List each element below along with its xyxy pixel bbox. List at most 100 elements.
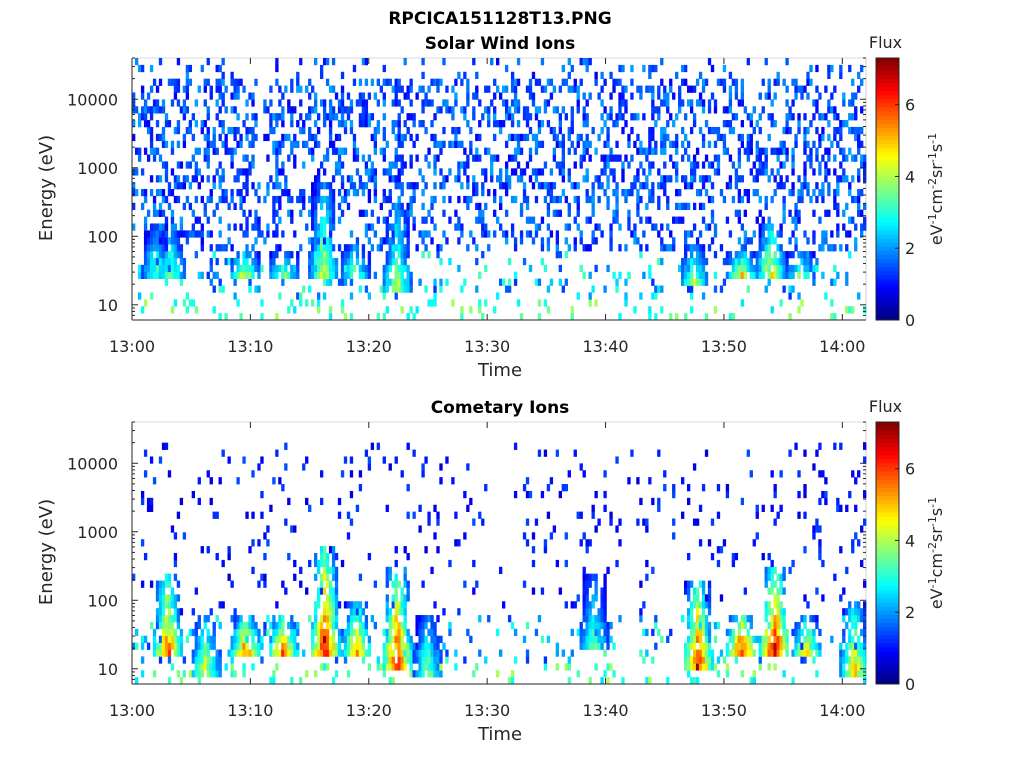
spectrogram-cell: [161, 587, 166, 595]
spectrogram-cell: [212, 621, 216, 630]
spectrogram-cell: [624, 85, 628, 93]
spectrogram-cell: [773, 147, 777, 155]
x-tick-label: 14:00: [819, 337, 865, 356]
spectrogram-cell: [549, 168, 554, 176]
spectrogram-cell: [818, 161, 822, 169]
spectrogram-cell: [857, 615, 861, 623]
spectrogram-cell: [481, 251, 485, 259]
spectrogram-cell: [290, 271, 294, 279]
spectrogram-cell: [770, 306, 774, 314]
spectrogram-cell: [409, 670, 413, 678]
spectrogram-cell: [275, 168, 279, 176]
spectrogram-cell: [212, 271, 216, 279]
spectrogram-cell: [857, 147, 861, 155]
spectrogram-cell: [648, 306, 652, 314]
spectrogram-cell: [433, 78, 437, 86]
spectrogram-cell: [722, 195, 727, 204]
spectrogram-cell: [788, 313, 792, 321]
spectrogram-cell: [824, 209, 828, 217]
spectrogram-cell: [433, 601, 437, 609]
spectrogram-cell: [391, 601, 395, 609]
spectrogram-cell: [158, 594, 163, 602]
spectrogram-cell: [343, 251, 348, 259]
spectrogram-cell: [272, 271, 276, 279]
spectrogram-cell: [740, 195, 745, 204]
spectrogram-cell: [251, 154, 255, 162]
spectrogram-cell: [245, 621, 249, 630]
spectrogram-cell: [857, 635, 861, 643]
spectrogram-cell: [167, 621, 172, 630]
spectrogram-cell: [197, 168, 201, 176]
spectrogram-cell: [516, 299, 521, 307]
spectrogram-cell: [651, 133, 655, 142]
spectrogram-cell: [194, 656, 198, 664]
spectrogram-cell: [779, 608, 783, 616]
spectrogram-cell: [161, 649, 166, 657]
spectrogram-cell: [797, 490, 801, 499]
spectrogram-cell: [200, 656, 204, 664]
spectrogram-cell: [546, 635, 551, 643]
spectrogram-cell: [242, 628, 246, 637]
spectrogram-cell: [293, 628, 297, 637]
spectrogram-cell: [624, 244, 628, 252]
spectrogram-cell: [182, 264, 187, 273]
spectrogram-cell: [221, 78, 225, 86]
spectrogram-cell: [358, 649, 363, 657]
spectrogram-cell: [391, 257, 395, 266]
spectrogram-cell: [737, 251, 742, 259]
spectrogram-cell: [842, 92, 846, 100]
spectrogram-cell: [400, 470, 404, 478]
spectrogram-cell: [773, 580, 777, 588]
spectrogram-cell: [552, 126, 557, 135]
spectrogram-cell: [534, 78, 539, 86]
spectrogram-cell: [636, 133, 640, 142]
spectrogram-cell: [388, 663, 392, 671]
colorbar-segment: [876, 573, 899, 578]
spectrogram-cell: [842, 670, 846, 678]
spectrogram-cell: [191, 175, 195, 183]
spectrogram-cell: [236, 175, 240, 183]
spectrogram-cell: [346, 271, 351, 279]
spectrogram-cell: [567, 209, 571, 217]
spectrogram-cell: [311, 264, 315, 273]
spectrogram-cell: [737, 237, 742, 245]
spectrogram-cell: [343, 147, 348, 155]
spectrogram-cell: [746, 285, 750, 293]
spectrogram-cell: [531, 168, 536, 176]
spectrogram-cell: [424, 642, 428, 650]
spectrogram-cell: [143, 635, 148, 643]
spectrogram-cell: [803, 656, 807, 664]
spectrogram-cell: [773, 175, 777, 183]
colorbar-segment: [876, 565, 899, 570]
spectrogram-cell: [352, 182, 357, 190]
spectrogram-cell: [278, 147, 282, 155]
spectrogram-cell: [707, 58, 712, 66]
spectrogram-cell: [791, 161, 795, 169]
spectrogram-cell: [686, 99, 691, 107]
spectrogram-cell: [167, 189, 172, 197]
spectrogram-cell: [836, 223, 840, 231]
spectrogram-cell: [155, 251, 160, 259]
colorbar-segment: [876, 679, 899, 685]
spectrogram-cell: [424, 663, 428, 671]
spectrogram-cell: [251, 649, 255, 657]
spectrogram-cell: [403, 92, 407, 100]
spectrogram-cell: [328, 85, 333, 93]
spectrogram-cell: [197, 642, 201, 650]
spectrogram-cell: [403, 566, 407, 575]
spectrogram-cell: [794, 85, 798, 93]
spectrogram-cell: [564, 113, 568, 121]
spectrogram-cell: [749, 251, 753, 259]
spectrogram-cell: [567, 133, 571, 142]
spectrogram-cell: [421, 642, 425, 650]
spectrogram-cell: [487, 106, 491, 114]
spectrogram-cell: [412, 120, 416, 128]
spectrogram-cell: [358, 120, 363, 128]
spectrogram-cell: [242, 635, 246, 643]
spectrogram-cell: [176, 85, 181, 93]
spectrogram-cell: [621, 113, 625, 121]
spectrogram-cell: [406, 553, 410, 561]
spectrogram-cell: [600, 182, 604, 190]
spectrogram-cell: [851, 615, 855, 623]
spectrogram-cell: [370, 209, 375, 217]
